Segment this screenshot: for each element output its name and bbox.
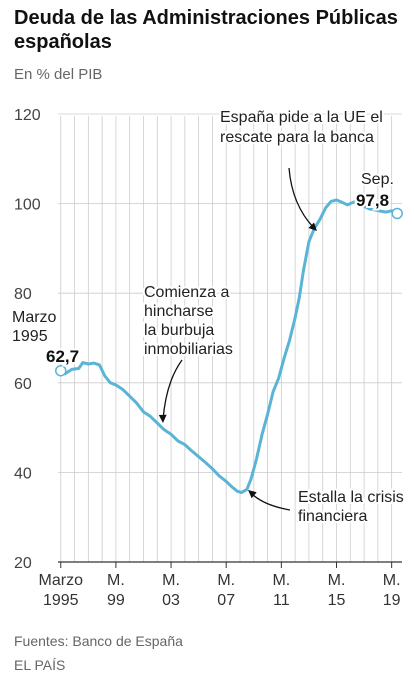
x-tick-label: 19	[383, 592, 401, 609]
annotation-start-value: 62,7	[46, 347, 79, 366]
grid	[58, 113, 402, 563]
annotation-burbuja-text: hincharse	[144, 303, 213, 320]
annotation-crisis-arrow-head	[248, 490, 257, 499]
x-axis: Marzo 1995 M. 99 M. 03 M. 07 M. 11 M. 15 M. 19	[39, 562, 401, 609]
y-tick-label: 100	[14, 197, 41, 214]
x-tick-label: 11	[273, 592, 290, 609]
publisher-name: EL PAÍS	[14, 657, 66, 673]
y-tick-label: 120	[14, 107, 41, 124]
annotation-crisis-text: financiera	[298, 508, 367, 525]
x-tick-label: M.	[217, 572, 235, 589]
annotation-burbuja-text: Comienza a	[144, 284, 229, 301]
annotation-end-label: Sep.	[361, 171, 394, 188]
annotation-rescate-text: rescate para la banca	[220, 129, 374, 146]
x-tick-label: M.	[272, 572, 290, 589]
annotation-start-label: 1995	[12, 328, 48, 345]
x-tick-label: 15	[328, 592, 346, 609]
annotation-rescate-arrow	[288, 167, 315, 229]
x-tick-label: M.	[328, 572, 346, 589]
start-point-marker	[55, 364, 67, 377]
series	[55, 198, 403, 495]
chart-title: Deuda de las Administraciones Públicas e…	[14, 7, 398, 53]
debt-series-line	[59, 198, 399, 495]
annotations: Marzo 1995 62,7 Sep. 97,8 Comienza a hincharse…	[10, 107, 406, 527]
x-tick-label: M.	[162, 572, 180, 589]
annotation-rescate-arrow-head	[308, 222, 317, 231]
unit-label: En % del PIB	[14, 66, 103, 83]
x-tick-label: Marzo	[39, 572, 84, 589]
y-tick-label: 60	[14, 376, 32, 393]
annotation-crisis-text: Estalla la crisis	[298, 489, 404, 506]
x-tick-label: 99	[107, 592, 125, 609]
x-tick-label: M.	[107, 572, 125, 589]
annotation-end-value: 97,8	[356, 191, 389, 210]
y-axis: 20 40 60 80 100 120	[14, 107, 41, 572]
y-tick-label: 80	[14, 286, 32, 303]
annotation-rescate-text: España pide a la UE el	[220, 109, 383, 126]
x-tick-label: 03	[162, 592, 180, 609]
annotation-burbuja-text: inmobiliarias	[144, 341, 233, 358]
annotation-start-label: Marzo	[12, 309, 57, 326]
annotation-burbuja-arrow-head	[158, 414, 167, 423]
x-tick-label: M.	[383, 572, 401, 589]
y-tick-label: 20	[14, 555, 32, 572]
annotation-burbuja-arrow	[162, 359, 183, 421]
annotation-burbuja-text: la burbuja	[144, 322, 214, 339]
annotation-crisis-arrow	[249, 491, 291, 511]
x-tick-label: 1995	[43, 592, 79, 609]
source-note: Fuentes: Banco de España	[14, 633, 183, 649]
y-tick-label: 40	[14, 465, 32, 482]
x-tick-label: 07	[217, 592, 235, 609]
end-point-marker	[391, 207, 403, 220]
